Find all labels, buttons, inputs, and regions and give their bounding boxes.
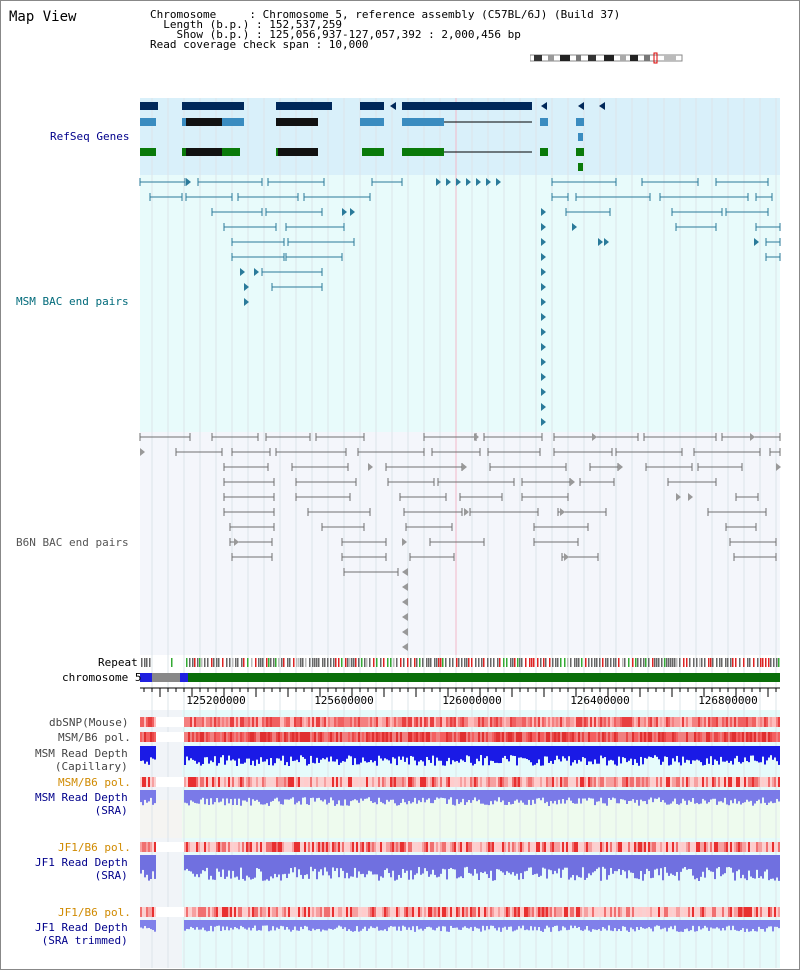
track-label-msm-b6-pol-2[interactable]: MSM/B6 pol.: [58, 776, 131, 789]
track-label-jf1-b6-pol-2[interactable]: JF1/B6 pol.: [58, 906, 131, 919]
label-line: (SRA trimmed): [41, 934, 128, 947]
coverage-span-line: Read coverage check span : 10,000: [150, 38, 369, 51]
track-label-repeat[interactable]: Repeat: [98, 656, 138, 669]
track-label-msm-b6-pol-1[interactable]: MSM/B6 pol.: [58, 731, 131, 744]
show-range-line: Show (b.p.) : 125,056,937-127,057,392 : …: [150, 28, 521, 41]
label-line: (SRA): [94, 869, 128, 882]
track-label-msm-bac[interactable]: MSM BAC end pairs: [16, 295, 129, 308]
track-label-refseq[interactable]: RefSeq Genes: [50, 130, 130, 143]
region-info: Chromosome : Chromosome 5, reference ass…: [150, 8, 621, 51]
label-line: JF1 Read Depth: [35, 856, 128, 869]
page-title: Map View: [9, 9, 77, 25]
label-line: (SRA): [94, 804, 128, 817]
label-line: MSM Read Depth: [35, 747, 128, 760]
label-line: (Capillary): [54, 760, 128, 773]
length-line: Length (b.p.) : 152,537,259: [150, 18, 343, 31]
track-label-chromosome[interactable]: chromosome 5: [62, 671, 142, 684]
label-line: JF1 Read Depth: [35, 921, 128, 934]
track-label-jf1-read-depth-sra[interactable]: JF1 Read Depth (SRA): [35, 856, 128, 882]
label-line: MSM Read Depth: [35, 791, 128, 804]
track-label-b6n-bac[interactable]: B6N BAC end pairs: [16, 536, 129, 549]
track-label-jf1-b6-pol-1[interactable]: JF1/B6 pol.: [58, 841, 131, 854]
track-label-jf1-read-depth-trimmed[interactable]: JF1 Read Depth (SRA trimmed): [35, 921, 128, 947]
track-label-msm-read-depth-capillary[interactable]: MSM Read Depth (Capillary): [35, 747, 128, 773]
chromosome-ideogram[interactable]: [530, 52, 685, 64]
track-label-msm-read-depth-sra[interactable]: MSM Read Depth (SRA): [35, 791, 128, 817]
track-label-dbsnp[interactable]: dbSNP(Mouse): [49, 716, 129, 729]
chromosome-line: Chromosome : Chromosome 5, reference ass…: [150, 8, 621, 21]
current-region-marker: [653, 52, 658, 64]
